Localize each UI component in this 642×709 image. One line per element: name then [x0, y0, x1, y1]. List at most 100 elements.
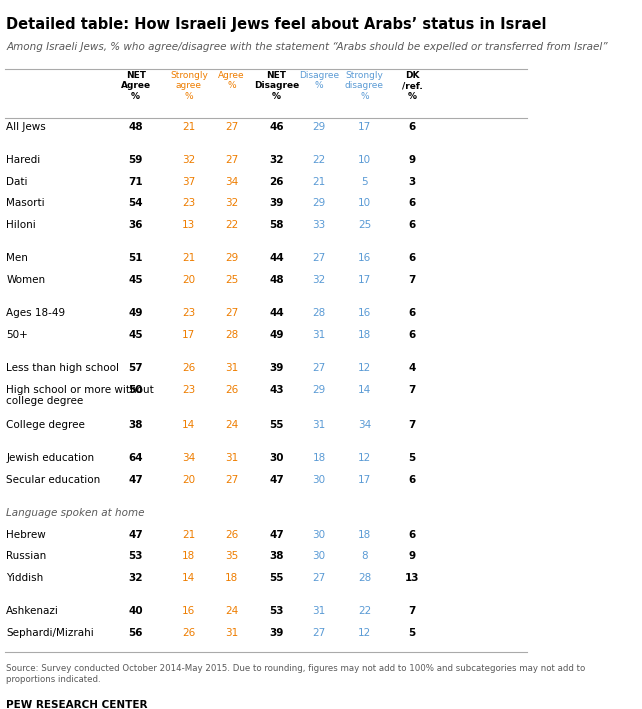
- Text: 17: 17: [358, 122, 371, 132]
- Text: 21: 21: [182, 530, 195, 540]
- Text: 9: 9: [409, 155, 416, 165]
- Text: Agree
%: Agree %: [218, 71, 245, 90]
- Text: 44: 44: [269, 308, 284, 318]
- Text: 50: 50: [128, 384, 143, 394]
- Text: 14: 14: [358, 384, 371, 394]
- Text: 21: 21: [182, 253, 195, 263]
- Text: 31: 31: [225, 453, 238, 464]
- Text: 14: 14: [182, 420, 195, 430]
- Text: 53: 53: [128, 551, 143, 562]
- Text: Ages 18-49: Ages 18-49: [6, 308, 65, 318]
- Text: 33: 33: [313, 220, 325, 230]
- Text: 4: 4: [408, 363, 416, 373]
- Text: 6: 6: [409, 220, 416, 230]
- Text: 45: 45: [128, 330, 143, 340]
- Text: 59: 59: [128, 155, 143, 165]
- Text: Masorti: Masorti: [6, 199, 45, 208]
- Text: 9: 9: [409, 551, 416, 562]
- Text: 27: 27: [313, 253, 325, 263]
- Text: Sephardi/Mizrahi: Sephardi/Mizrahi: [6, 627, 94, 637]
- Text: 55: 55: [270, 573, 284, 583]
- Text: 8: 8: [361, 551, 368, 562]
- Text: 32: 32: [225, 199, 238, 208]
- Text: 27: 27: [313, 573, 325, 583]
- Text: 48: 48: [269, 275, 284, 285]
- Text: 36: 36: [128, 220, 143, 230]
- Text: 32: 32: [182, 155, 195, 165]
- Text: 23: 23: [182, 308, 195, 318]
- Text: 5: 5: [409, 453, 416, 464]
- Text: 55: 55: [270, 420, 284, 430]
- Text: 6: 6: [409, 530, 416, 540]
- Text: 30: 30: [313, 475, 325, 485]
- Text: 26: 26: [182, 627, 195, 637]
- Text: 6: 6: [409, 122, 416, 132]
- Text: 47: 47: [128, 475, 143, 485]
- Text: 32: 32: [270, 155, 284, 165]
- Text: 44: 44: [269, 253, 284, 263]
- Text: College degree: College degree: [6, 420, 85, 430]
- Text: 16: 16: [358, 308, 371, 318]
- Text: NET
Disagree
%: NET Disagree %: [254, 71, 299, 101]
- Text: 39: 39: [270, 627, 284, 637]
- Text: 17: 17: [358, 275, 371, 285]
- Text: 30: 30: [313, 551, 325, 562]
- Text: 38: 38: [270, 551, 284, 562]
- Text: 27: 27: [225, 308, 238, 318]
- Text: 45: 45: [128, 275, 143, 285]
- Text: 12: 12: [358, 627, 371, 637]
- Text: High school or more without
college degree: High school or more without college degr…: [6, 384, 154, 406]
- Text: 10: 10: [358, 155, 371, 165]
- Text: 23: 23: [182, 199, 195, 208]
- Text: 18: 18: [182, 551, 195, 562]
- Text: Detailed table: How Israeli Jews feel about Arabs’ status in Israel: Detailed table: How Israeli Jews feel ab…: [6, 17, 547, 33]
- Text: 57: 57: [128, 363, 143, 373]
- Text: 20: 20: [182, 275, 195, 285]
- Text: 28: 28: [313, 308, 325, 318]
- Text: Women: Women: [6, 275, 46, 285]
- Text: NET
Agree
%: NET Agree %: [121, 71, 151, 101]
- Text: 24: 24: [225, 420, 238, 430]
- Text: 26: 26: [182, 363, 195, 373]
- Text: 26: 26: [270, 177, 284, 187]
- Text: DK
/ref.
%: DK /ref. %: [402, 71, 422, 101]
- Text: 21: 21: [313, 177, 325, 187]
- Text: 18: 18: [358, 330, 371, 340]
- Text: 27: 27: [225, 122, 238, 132]
- Text: PEW RESEARCH CENTER: PEW RESEARCH CENTER: [6, 700, 148, 709]
- Text: Strongly
agree
%: Strongly agree %: [170, 71, 208, 101]
- Text: Russian: Russian: [6, 551, 47, 562]
- Text: Strongly
disagree
%: Strongly disagree %: [345, 71, 384, 101]
- Text: 24: 24: [225, 606, 238, 616]
- Text: 43: 43: [269, 384, 284, 394]
- Text: 31: 31: [225, 363, 238, 373]
- Text: Dati: Dati: [6, 177, 28, 187]
- Text: 30: 30: [270, 453, 284, 464]
- Text: 34: 34: [225, 177, 238, 187]
- Text: 39: 39: [270, 363, 284, 373]
- Text: Secular education: Secular education: [6, 475, 101, 485]
- Text: 28: 28: [225, 330, 238, 340]
- Text: 22: 22: [225, 220, 238, 230]
- Text: 29: 29: [313, 384, 325, 394]
- Text: All Jews: All Jews: [6, 122, 46, 132]
- Text: 7: 7: [408, 384, 416, 394]
- Text: 37: 37: [182, 177, 195, 187]
- Text: 7: 7: [408, 606, 416, 616]
- Text: 21: 21: [182, 122, 195, 132]
- Text: 12: 12: [358, 363, 371, 373]
- Text: 26: 26: [225, 384, 238, 394]
- Text: 27: 27: [225, 475, 238, 485]
- Text: 64: 64: [128, 453, 143, 464]
- Text: 49: 49: [128, 308, 143, 318]
- Text: 47: 47: [269, 475, 284, 485]
- Text: 27: 27: [313, 627, 325, 637]
- Text: 5: 5: [361, 177, 368, 187]
- Text: 14: 14: [182, 573, 195, 583]
- Text: 16: 16: [182, 606, 195, 616]
- Text: 29: 29: [313, 122, 325, 132]
- Text: 38: 38: [128, 420, 143, 430]
- Text: 30: 30: [313, 530, 325, 540]
- Text: 58: 58: [270, 220, 284, 230]
- Text: 32: 32: [128, 573, 143, 583]
